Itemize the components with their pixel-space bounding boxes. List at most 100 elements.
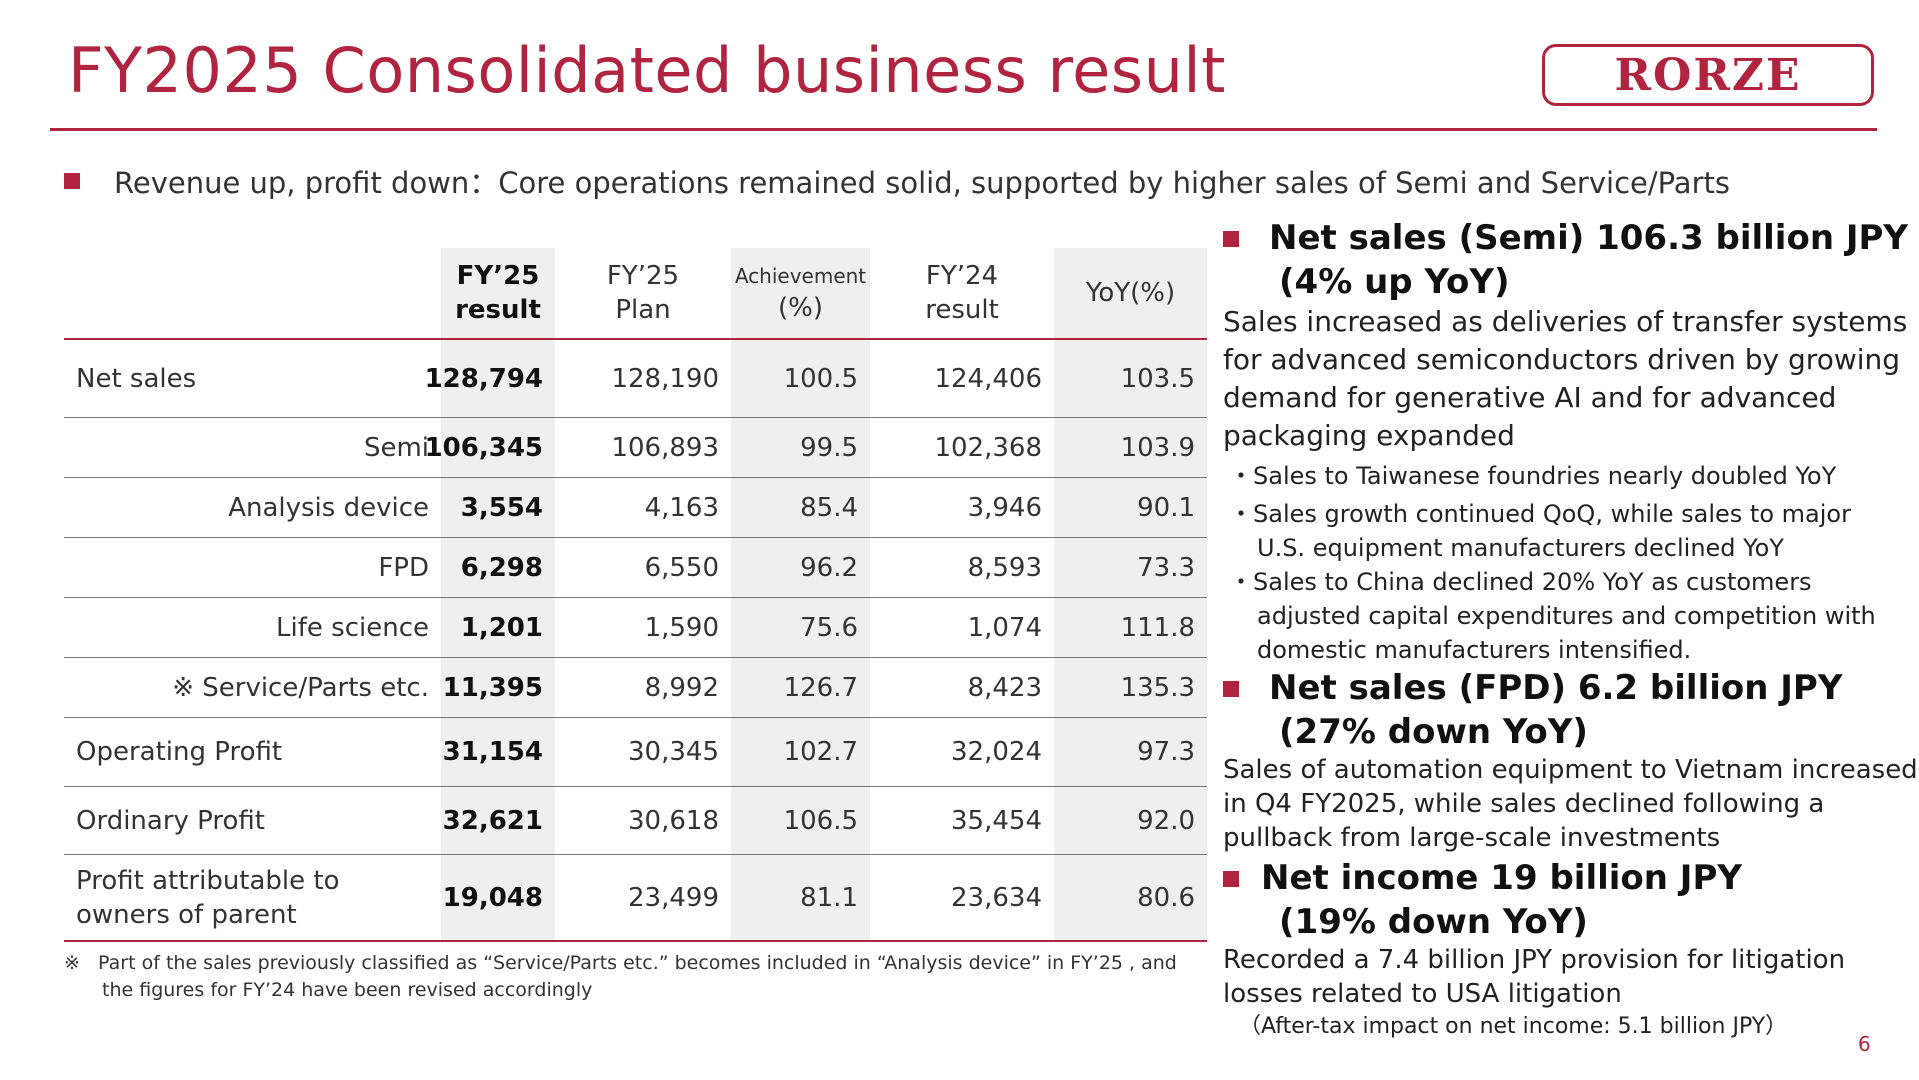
cell-fy25-plan: 1,590 xyxy=(644,612,719,643)
header-line: Achievement xyxy=(734,264,867,288)
cell-fy24-result: 8,593 xyxy=(967,552,1042,583)
cell-yoy: 97.3 xyxy=(1137,737,1195,767)
table-row: Semi 106,345 106,893 99.5 102,368 103.9 xyxy=(64,418,1207,477)
header-line: FY’25 xyxy=(606,261,680,291)
row-divider xyxy=(64,717,1207,718)
fy25-result-column-shade xyxy=(441,248,555,940)
row-divider xyxy=(64,417,1207,418)
title-divider xyxy=(50,128,1877,131)
table-bottom-rule xyxy=(64,940,1207,942)
square-bullet-icon xyxy=(1223,681,1239,697)
header-fy24-result: FY’24 result xyxy=(870,248,1054,338)
square-bullet-icon xyxy=(1223,871,1239,887)
cell-fy25-plan: 6,550 xyxy=(644,552,719,583)
headline-text: Revenue up, profit down：Core operations … xyxy=(114,166,1730,200)
income-heading: Net income 19 billion JPY xyxy=(1223,857,1742,899)
row-label: Life science xyxy=(276,612,429,643)
cell-fy25-plan: 128,190 xyxy=(611,363,719,394)
cell-yoy: 92.0 xyxy=(1137,805,1195,836)
cell-fy25-plan: 106,893 xyxy=(611,432,719,463)
cell-yoy: 90.1 xyxy=(1137,492,1195,523)
row-divider xyxy=(64,786,1207,787)
table-row: Life science 1,201 1,590 75.6 1,074 111.… xyxy=(64,598,1207,657)
cell-fy24-result: 23,634 xyxy=(951,882,1042,913)
cell-fy25-plan: 23,499 xyxy=(628,882,719,913)
cell-fy25-result: 11,395 xyxy=(442,672,543,703)
table-row: Net sales 128,794 128,190 100.5 124,406 … xyxy=(64,340,1207,417)
table-row: FPD 6,298 6,550 96.2 8,593 73.3 xyxy=(64,538,1207,597)
row-divider xyxy=(64,854,1207,855)
cell-achievement: 96.2 xyxy=(800,552,858,583)
semi-bullet: ・Sales growth continued QoQ, while sales… xyxy=(1229,500,1851,528)
semi-bullet: ・Sales to Taiwanese foundries nearly dou… xyxy=(1229,462,1837,490)
fpd-heading-text: Net sales (FPD) 6.2 billion JPY xyxy=(1269,668,1843,708)
header-line: YoY(%) xyxy=(1085,278,1176,308)
cell-achievement: 100.5 xyxy=(783,363,858,394)
income-heading-sub: (19% down YoY) xyxy=(1279,902,1588,942)
cell-achievement: 106.5 xyxy=(783,805,858,836)
headline: Revenue up, profit down：Core operations … xyxy=(64,160,1730,202)
table-row: Profit attributable to owners of parent … xyxy=(64,855,1207,940)
cell-fy25-result: 31,154 xyxy=(442,737,543,767)
cell-fy25-plan: 8,992 xyxy=(644,672,719,703)
fpd-body: Sales of automation equipment to Vietnam… xyxy=(1223,755,1918,853)
cell-achievement: 99.5 xyxy=(800,432,858,463)
cell-achievement: 126.7 xyxy=(783,672,858,703)
semi-body: Sales increased as deliveries of transfe… xyxy=(1223,305,1908,452)
row-divider xyxy=(64,537,1207,538)
semi-bullet: domestic manufacturers intensified. xyxy=(1257,636,1692,664)
header-fy25-plan: FY’25 Plan xyxy=(555,248,731,338)
company-logo: RORZE xyxy=(1542,44,1874,106)
cell-fy24-result: 35,454 xyxy=(951,805,1042,836)
cell-fy25-result: 128,794 xyxy=(424,363,543,394)
cell-achievement: 85.4 xyxy=(800,492,858,523)
cell-fy25-result: 1,201 xyxy=(460,612,543,643)
row-label: Operating Profit xyxy=(76,737,283,767)
achievement-column-shade xyxy=(731,248,870,940)
row-label: Net sales xyxy=(76,363,197,394)
header-achievement: Achievement (%) xyxy=(731,248,870,338)
header-yoy: YoY(%) xyxy=(1054,248,1207,338)
header-fy25-result: FY’25 result xyxy=(441,248,555,338)
header-line: result xyxy=(925,295,999,325)
cell-fy25-result: 19,048 xyxy=(442,882,543,913)
table-row: ※ Service/Parts etc. 11,395 8,992 126.7 … xyxy=(64,658,1207,717)
footnote-mark: ※ xyxy=(64,952,80,974)
row-label: Ordinary Profit xyxy=(76,805,265,836)
footnote-text: Part of the sales previously classified … xyxy=(98,952,1177,1001)
cell-yoy: 103.5 xyxy=(1120,363,1195,394)
cell-fy25-result: 106,345 xyxy=(424,432,543,463)
row-divider xyxy=(64,597,1207,598)
square-bullet-icon xyxy=(1223,231,1239,247)
cell-yoy: 135.3 xyxy=(1120,672,1195,703)
cell-fy24-result: 3,946 xyxy=(967,492,1042,523)
cell-fy25-result: 6,298 xyxy=(460,552,543,583)
cell-fy24-result: 124,406 xyxy=(934,363,1042,394)
header-line: result xyxy=(455,295,541,325)
square-bullet-icon xyxy=(64,173,80,189)
logo-text: RORZE xyxy=(1614,49,1802,101)
fpd-heading: Net sales (FPD) 6.2 billion JPY xyxy=(1223,667,1842,709)
row-label: ※ Service/Parts etc. xyxy=(172,672,429,703)
cell-fy25-result: 32,621 xyxy=(442,805,543,836)
row-divider xyxy=(64,657,1207,658)
cell-fy25-plan: 30,618 xyxy=(628,805,719,836)
cell-yoy: 111.8 xyxy=(1120,612,1195,643)
table-row: Analysis device 3,554 4,163 85.4 3,946 9… xyxy=(64,478,1207,537)
row-label: Profit attributable to owners of parent xyxy=(76,865,340,930)
semi-bullet: ・Sales to China declined 20% YoY as cust… xyxy=(1229,568,1812,596)
cell-yoy: 103.9 xyxy=(1120,432,1195,463)
row-label: FPD xyxy=(378,552,429,583)
row-label: Semi xyxy=(363,432,429,463)
cell-achievement: 81.1 xyxy=(800,882,858,913)
cell-fy24-result: 8,423 xyxy=(967,672,1042,703)
page-number: 6 xyxy=(1858,1032,1871,1056)
header-line: FY’25 xyxy=(456,261,540,291)
semi-heading-sub: (4% up YoY) xyxy=(1279,262,1510,302)
page-title: FY2025 Consolidated business result xyxy=(68,34,1226,107)
semi-bullet: U.S. equipment manufacturers declined Yo… xyxy=(1257,534,1784,562)
table-footnote: ※ Part of the sales previously classifie… xyxy=(64,950,1214,1004)
cell-fy25-plan: 30,345 xyxy=(628,737,719,767)
semi-heading: Net sales (Semi) 106.3 billion JPY xyxy=(1223,217,1908,259)
income-body: Recorded a 7.4 billion JPY provision for… xyxy=(1223,945,1846,1009)
